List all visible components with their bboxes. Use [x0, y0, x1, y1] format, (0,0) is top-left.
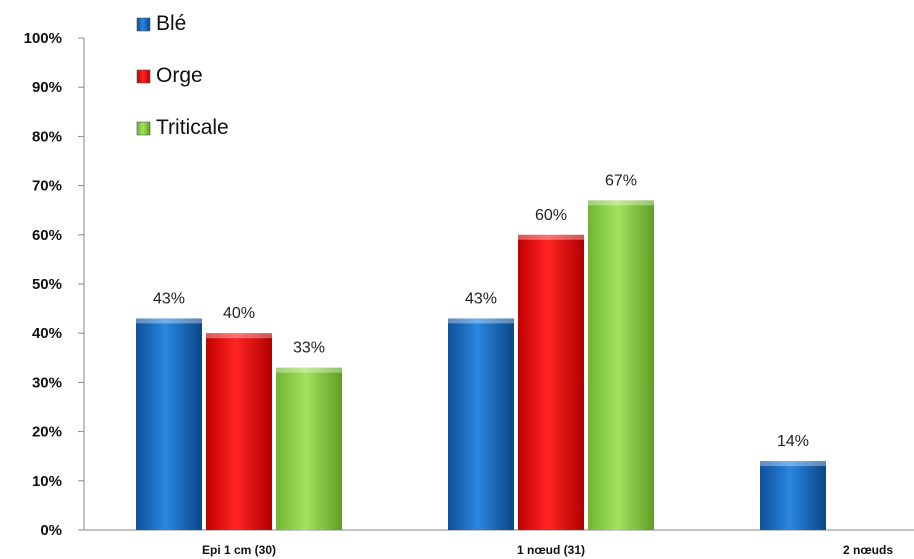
- data-label: 33%: [293, 340, 325, 357]
- y-tick-label: 30%: [32, 374, 62, 391]
- y-tick-label: 10%: [32, 473, 62, 490]
- x-category-label: Epi 1 cm (30): [202, 543, 276, 557]
- y-tick-label: 50%: [32, 276, 62, 293]
- y-tick-label: 100%: [24, 30, 62, 47]
- bar-highlight: [588, 200, 654, 206]
- bars: [136, 200, 826, 531]
- y-tick-label: 40%: [32, 325, 62, 342]
- bar-triticale-1: [276, 367, 342, 530]
- bar-triticale-2: [588, 200, 654, 531]
- data-label: 60%: [535, 207, 567, 224]
- category-labels: Epi 1 cm (30) 1 nœud (31) 2 nœuds: [202, 543, 893, 557]
- bar-highlight: [760, 461, 826, 467]
- bar-blé-2: [448, 318, 514, 530]
- y-tick-labels: 0% 10% 20% 30% 40% 50% 60% 70% 80% 90% 100%: [24, 30, 84, 539]
- data-label: 43%: [153, 290, 185, 307]
- y-tick-label: 60%: [32, 227, 62, 244]
- bar-blé-3: [760, 461, 826, 530]
- x-category-label: 2 nœuds: [843, 543, 893, 557]
- bar-highlight: [276, 367, 342, 373]
- y-tick-label: 80%: [32, 128, 62, 145]
- y-tick-label: 70%: [32, 178, 62, 195]
- bar-orge-1: [206, 333, 272, 530]
- y-tick-label: 90%: [32, 79, 62, 96]
- legend-label-triticale: Triticale: [156, 116, 229, 139]
- data-label: 40%: [223, 305, 255, 322]
- y-tick-label: 0%: [40, 522, 62, 539]
- bar-blé-1: [136, 318, 202, 530]
- bar-highlight: [518, 234, 584, 240]
- bar-orge-2: [518, 234, 584, 531]
- bar-highlight: [136, 318, 202, 324]
- data-label: 67%: [605, 172, 637, 189]
- bar-highlight: [448, 318, 514, 324]
- legend-swatch-triticale: [136, 121, 151, 136]
- legend-label-orge: Orge: [156, 64, 203, 87]
- data-label: 14%: [777, 433, 809, 450]
- x-category-label: 1 nœud (31): [517, 543, 585, 557]
- legend-label-blé: Blé: [156, 12, 186, 35]
- legend: Blé Orge Triticale: [136, 12, 229, 139]
- y-tick-label: 20%: [32, 424, 62, 441]
- data-labels: 43% 40% 33% 43% 60% 67% 14%: [153, 172, 809, 450]
- data-label: 43%: [465, 290, 497, 307]
- legend-swatch-blé: [136, 17, 151, 32]
- bar-highlight: [206, 333, 272, 339]
- legend-swatch-orge: [136, 69, 151, 84]
